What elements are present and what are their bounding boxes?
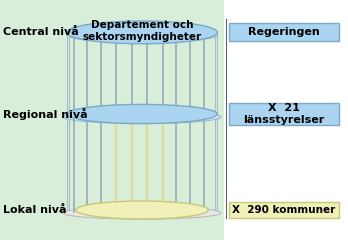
Text: Departement och
sektorsmyndigheter: Departement och sektorsmyndigheter bbox=[82, 20, 201, 42]
Text: Central nivå: Central nivå bbox=[3, 27, 79, 37]
Ellipse shape bbox=[76, 201, 208, 219]
Text: Lokal nivå: Lokal nivå bbox=[3, 205, 67, 215]
Ellipse shape bbox=[67, 21, 217, 44]
Text: Regional nivå: Regional nivå bbox=[3, 108, 88, 120]
Ellipse shape bbox=[63, 110, 221, 124]
Ellipse shape bbox=[63, 207, 221, 219]
Text: X  21
länsstyrelser: X 21 länsstyrelser bbox=[243, 103, 325, 125]
Ellipse shape bbox=[67, 104, 217, 124]
Text: Regeringen: Regeringen bbox=[248, 27, 320, 37]
Text: X  290 kommuner: X 290 kommuner bbox=[232, 205, 336, 215]
Bar bbox=[0, 0, 224, 240]
Bar bbox=[229, 24, 339, 41]
Bar bbox=[229, 103, 339, 125]
Bar bbox=[229, 202, 339, 218]
Ellipse shape bbox=[67, 27, 217, 43]
